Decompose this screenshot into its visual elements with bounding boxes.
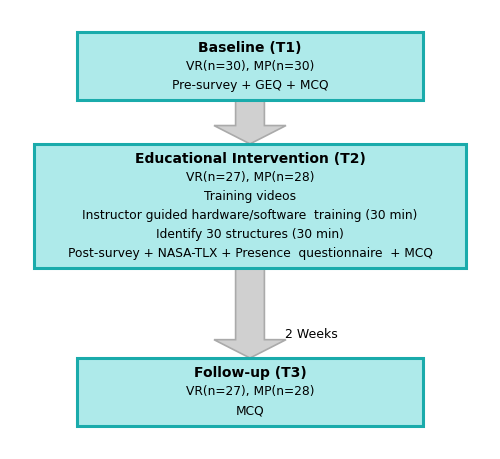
- Text: Baseline (T1): Baseline (T1): [198, 40, 302, 55]
- Text: 2 Weeks: 2 Weeks: [284, 328, 338, 341]
- Polygon shape: [214, 269, 286, 358]
- FancyBboxPatch shape: [77, 358, 423, 426]
- Text: VR(n=27), MP(n=28): VR(n=27), MP(n=28): [186, 171, 314, 184]
- Text: Pre-survey + GEQ + MCQ: Pre-survey + GEQ + MCQ: [172, 78, 328, 91]
- Polygon shape: [214, 101, 286, 145]
- Text: Post-survey + NASA-TLX + Presence  questionnaire  + MCQ: Post-survey + NASA-TLX + Presence questi…: [68, 246, 432, 259]
- FancyBboxPatch shape: [77, 34, 423, 101]
- Text: Instructor guided hardware/software  training (30 min): Instructor guided hardware/software trai…: [82, 209, 417, 222]
- Text: Training videos: Training videos: [204, 190, 296, 203]
- Text: VR(n=30), MP(n=30): VR(n=30), MP(n=30): [186, 60, 314, 73]
- Text: Follow-up (T3): Follow-up (T3): [194, 365, 306, 379]
- FancyBboxPatch shape: [34, 145, 466, 269]
- Text: Educational Intervention (T2): Educational Intervention (T2): [134, 152, 366, 166]
- Text: Identify 30 structures (30 min): Identify 30 structures (30 min): [156, 228, 344, 241]
- Text: MCQ: MCQ: [236, 403, 264, 416]
- Text: VR(n=27), MP(n=28): VR(n=27), MP(n=28): [186, 385, 314, 397]
